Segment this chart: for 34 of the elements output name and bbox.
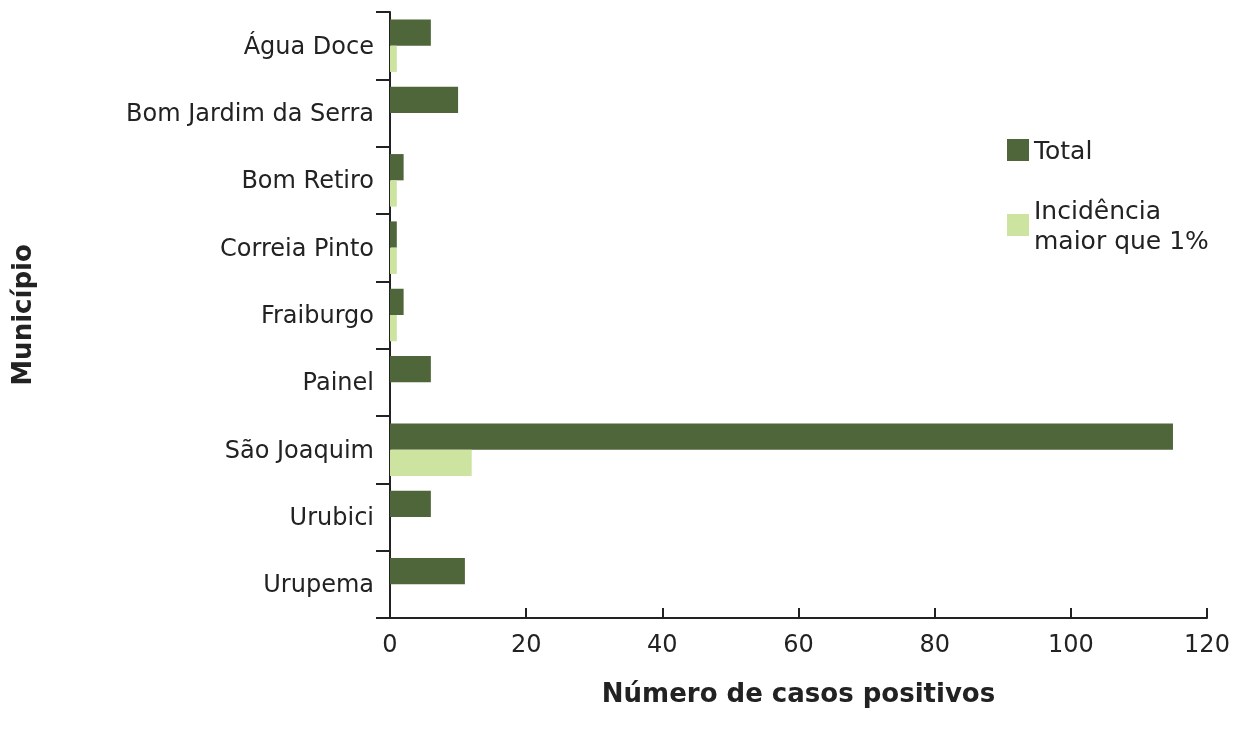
x-tick-label: 120 — [1184, 630, 1230, 658]
bar — [390, 221, 397, 248]
bar — [390, 288, 404, 315]
bar — [390, 423, 1173, 450]
y-tick-label: São Joaquim — [224, 435, 374, 464]
bar — [390, 247, 397, 274]
x-tick-label: 60 — [783, 630, 814, 658]
legend-label: Total — [1033, 135, 1093, 165]
y-tick-label: Bom Jardim da Serra — [126, 99, 374, 127]
y-tick-label: Água Doce — [243, 30, 374, 60]
bar — [390, 19, 431, 46]
x-axis-title: Número de casos positivos — [601, 678, 996, 708]
legend-label: Incidência maior que 1% — [1034, 195, 1209, 255]
bar — [390, 356, 431, 383]
x-tick-label: 80 — [919, 630, 950, 658]
y-axis-title: Município — [7, 244, 37, 386]
y-tick-label: Urupema — [263, 570, 374, 599]
x-tick-label: 40 — [647, 630, 678, 658]
y-tick-label: Bom Retiro — [241, 166, 374, 195]
bar — [390, 154, 404, 181]
y-tick-label: Correia Pinto — [220, 233, 374, 262]
bar — [390, 86, 459, 113]
bar — [390, 558, 465, 585]
bar — [390, 45, 397, 72]
x-tick-label: 0 — [382, 630, 398, 658]
x-tick-label: 20 — [510, 630, 542, 658]
y-tick-label: Painel — [302, 368, 374, 397]
bar — [390, 315, 397, 342]
bar — [390, 449, 472, 476]
y-tick-label: Urubici — [289, 503, 374, 531]
bar — [390, 180, 397, 207]
bar — [390, 490, 431, 517]
x-tick-label: 100 — [1047, 630, 1094, 658]
y-tick-label: Fraiburgo — [260, 301, 374, 329]
